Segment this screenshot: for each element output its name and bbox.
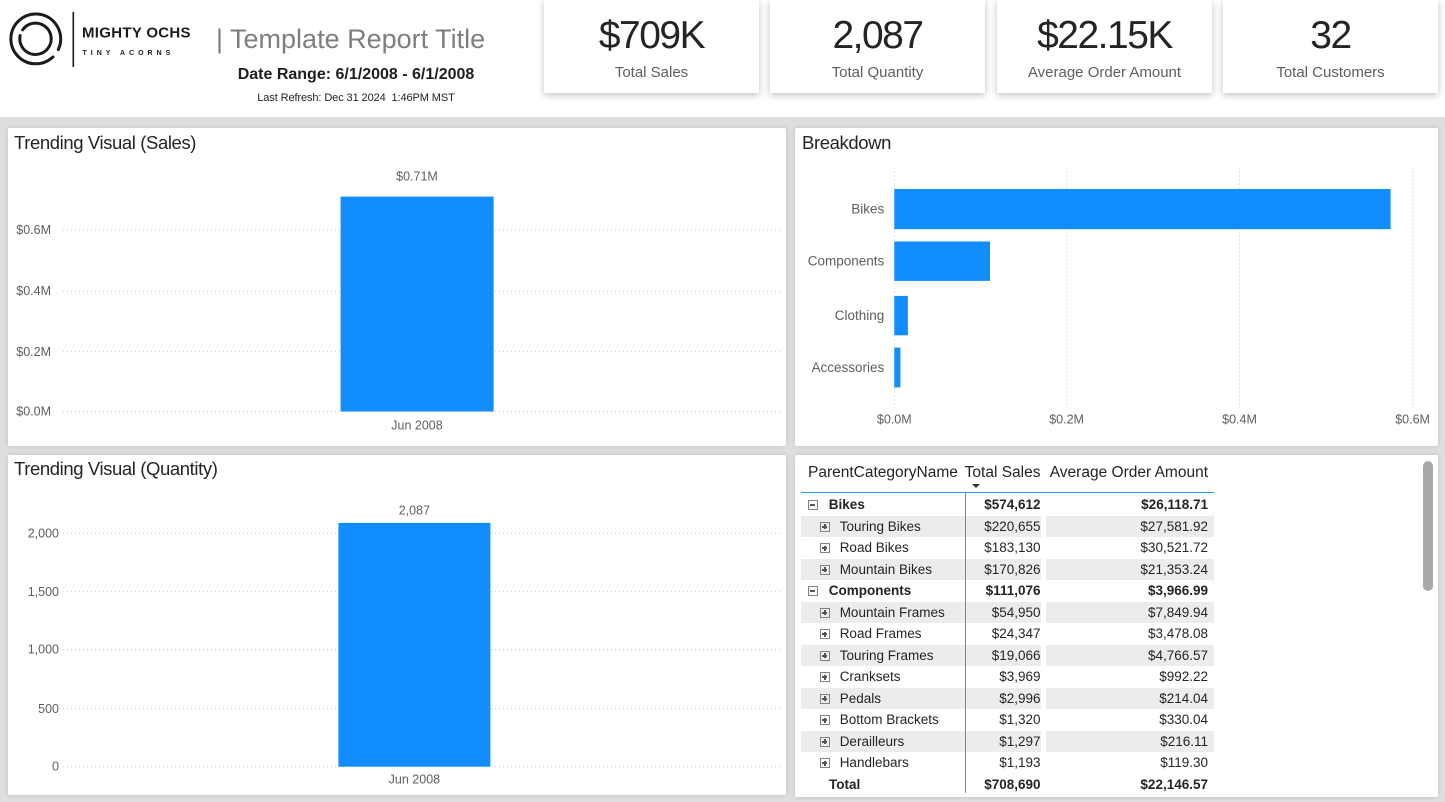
svg-text:2,000: 2,000 [28,526,59,540]
svg-text:$0.71M: $0.71M [396,170,438,184]
svg-text:Jun 2008: Jun 2008 [389,772,440,786]
svg-text:1,000: 1,000 [28,643,59,657]
svg-text:Components: Components [808,254,885,269]
svg-text:$0.4M: $0.4M [1222,413,1257,427]
svg-text:0: 0 [52,760,59,774]
svg-text:$0.6M: $0.6M [16,223,51,237]
svg-text:Jun 2008: Jun 2008 [391,419,442,433]
svg-text:$0.2M: $0.2M [16,345,51,359]
svg-text:Accessories: Accessories [812,360,885,375]
svg-text:TINY ACORNS: TINY ACORNS [83,50,175,57]
svg-text:2,087: 2,087 [399,503,430,517]
svg-text:$0.2M: $0.2M [1049,413,1084,427]
svg-text:Bikes: Bikes [851,202,884,217]
svg-text:$0.6M: $0.6M [1395,413,1430,427]
svg-text:500: 500 [38,702,59,716]
svg-text:$0.0M: $0.0M [16,405,51,419]
svg-text:$0.4M: $0.4M [16,284,51,298]
svg-text:1,500: 1,500 [28,585,59,599]
svg-text:$0.0M: $0.0M [877,413,912,427]
svg-text:Clothing: Clothing [835,308,885,323]
svg-text:MIGHTY OCHS: MIGHTY OCHS [82,25,191,42]
